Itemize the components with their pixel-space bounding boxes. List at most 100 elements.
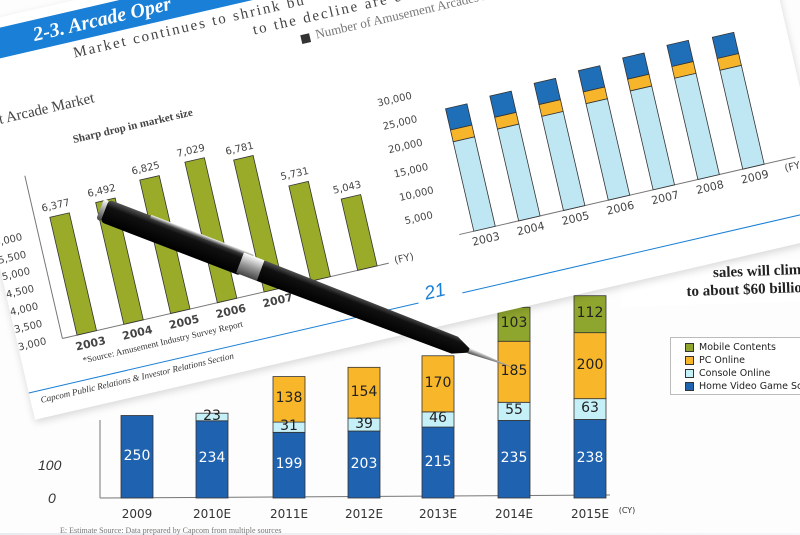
- legend-console-online: Console Online: [685, 367, 800, 380]
- arcade-bar-segment-2: [445, 103, 473, 131]
- bar-value-label: 39: [355, 415, 373, 432]
- pen-icon: [96, 199, 516, 369]
- bar-value-label: 234: [198, 450, 226, 467]
- arcade-x-tick-label: 2009: [739, 167, 770, 187]
- legend-label: PC Online: [699, 355, 746, 366]
- bar-value-label: 112: [576, 305, 604, 322]
- green-bar: [288, 180, 331, 282]
- legend-swatch: [685, 343, 694, 352]
- bar-segment-2: [421, 355, 455, 413]
- chart-legend: Mobile Contents PC Online Console Online…: [670, 337, 800, 395]
- green-bar: [340, 194, 378, 271]
- bar-segment-0: [347, 430, 381, 499]
- bar-segment-0: [421, 426, 455, 499]
- bar-segment-3: [573, 295, 607, 334]
- arcade-charts: [24, 31, 796, 339]
- arcade-bar-segment-2: [489, 90, 517, 118]
- bar-segment-2: [573, 332, 607, 400]
- green-y-tick-label: 3,500: [13, 318, 44, 337]
- arcade-bar-segment-2: [711, 31, 740, 59]
- green-y-tick-label: 5,000: [1, 266, 32, 284]
- green-y-tick-label: 4,500: [5, 284, 36, 302]
- bar-value-label: 235: [500, 450, 528, 467]
- green-bar-value-label: 6,825: [130, 160, 161, 178]
- x-tick-label: 2009: [121, 507, 153, 521]
- bar-value-label: 31: [280, 418, 298, 435]
- arcade-bar-segment-2: [622, 52, 650, 80]
- green-x-unit: (FY): [393, 251, 415, 267]
- bar-segment-0: [195, 420, 229, 499]
- arcade-y-tick-label: 10,000: [398, 184, 435, 204]
- legend-mobile-contents: Mobile Contents: [685, 341, 800, 354]
- bar-value-label: 199: [275, 456, 303, 473]
- arcade-bar-segment-2: [666, 39, 694, 67]
- green-bar-value-label: 6,492: [86, 182, 117, 200]
- arcade-x-tick-label: 2004: [515, 219, 546, 239]
- x-tick-label: 2010E: [192, 507, 232, 521]
- green-x-tick-label: 2006: [214, 301, 248, 322]
- green-y-tick-label: 5,500: [0, 249, 28, 267]
- y-tick-label: 100: [38, 457, 62, 473]
- green-bar-value-label: 5,731: [279, 166, 311, 184]
- bar-segment-0: [272, 431, 306, 499]
- ballpoint-pen: [95, 197, 524, 383]
- bottom-footnote: E: Estimate Source: Data prepared by Cap…: [60, 526, 282, 535]
- bar-value-label: 23: [203, 407, 221, 424]
- bar-segment-0: [120, 415, 154, 499]
- green-y-axis: [24, 175, 63, 339]
- bar-value-label: 138: [275, 390, 303, 407]
- x-tick-label: 2014E: [494, 507, 534, 521]
- arcade-x-tick-label: 2008: [694, 177, 726, 197]
- bar-value-label: 46: [429, 410, 447, 427]
- legend-home-video-game: Home Video Game Sc: [685, 380, 800, 393]
- arcade-y-tick-label: 30,000: [376, 90, 414, 110]
- bar-value-label: 154: [350, 383, 378, 400]
- bar-segment-0: [573, 419, 607, 499]
- arcade-x-unit: (FY): [783, 159, 800, 175]
- arcade-x-tick-label: 2006: [605, 198, 636, 218]
- x-tick-label: 2012E: [344, 507, 384, 521]
- green-bar-value-label: 6,377: [40, 197, 71, 215]
- arcade-y-tick-label: 20,000: [387, 137, 424, 157]
- bar-value-label: 238: [576, 449, 604, 466]
- legend-swatch: [685, 369, 694, 378]
- legend-label: Home Video Game Sc: [699, 381, 800, 392]
- legend-swatch: [685, 382, 694, 391]
- page-number: 21: [422, 279, 448, 305]
- legend-label: Mobile Contents: [699, 342, 776, 353]
- bar-value-label: 55: [505, 402, 523, 419]
- legend-pc-online: PC Online: [685, 354, 800, 367]
- green-bar: [49, 212, 97, 336]
- arcade-operations-sheet: 2-3. Arcade Oper Market continues to shr…: [0, 0, 800, 405]
- bar-value-label: 63: [581, 400, 599, 417]
- arcade-y-tick-label: 5,000: [403, 209, 435, 228]
- green-y-tick-label: 6,000: [0, 231, 24, 249]
- green-bar-value-label: 6,781: [224, 140, 255, 158]
- green-y-tick-label: 3,000: [17, 336, 48, 354]
- bar-value-label: 103: [500, 315, 528, 332]
- arcade-y-tick-label: 15,000: [392, 161, 430, 181]
- green-bar-value-label: 7,029: [175, 142, 207, 160]
- arcade-y-tick-label: 25,000: [381, 114, 419, 133]
- bar-segment-0: [497, 420, 531, 499]
- bar-value-label: 250: [123, 447, 151, 464]
- x-tick-label: 2011E: [269, 507, 309, 521]
- x-tick-label: 2013E: [418, 507, 458, 521]
- green-bar-value-label: 5,043: [331, 179, 363, 197]
- arcade-bar-segment-2: [577, 65, 606, 93]
- bar-segment-3: [497, 306, 531, 342]
- legend-label: Console Online: [699, 368, 771, 379]
- y-tick-label: 0: [48, 490, 56, 506]
- green-bar: [233, 155, 285, 293]
- arcade-x-tick-label: 2003: [470, 229, 502, 249]
- bar-value-label: 185: [500, 362, 528, 379]
- bar-segment-2: [347, 366, 381, 419]
- arcade-x-tick-label: 2007: [650, 188, 681, 208]
- bar-value-label: 203: [350, 455, 378, 472]
- bar-value-label: 215: [424, 453, 452, 470]
- bar-segment-1: [195, 412, 229, 422]
- x-unit-label: (CY): [618, 506, 636, 515]
- bar-value-label: 170: [424, 374, 452, 391]
- legend-swatch: [685, 356, 694, 365]
